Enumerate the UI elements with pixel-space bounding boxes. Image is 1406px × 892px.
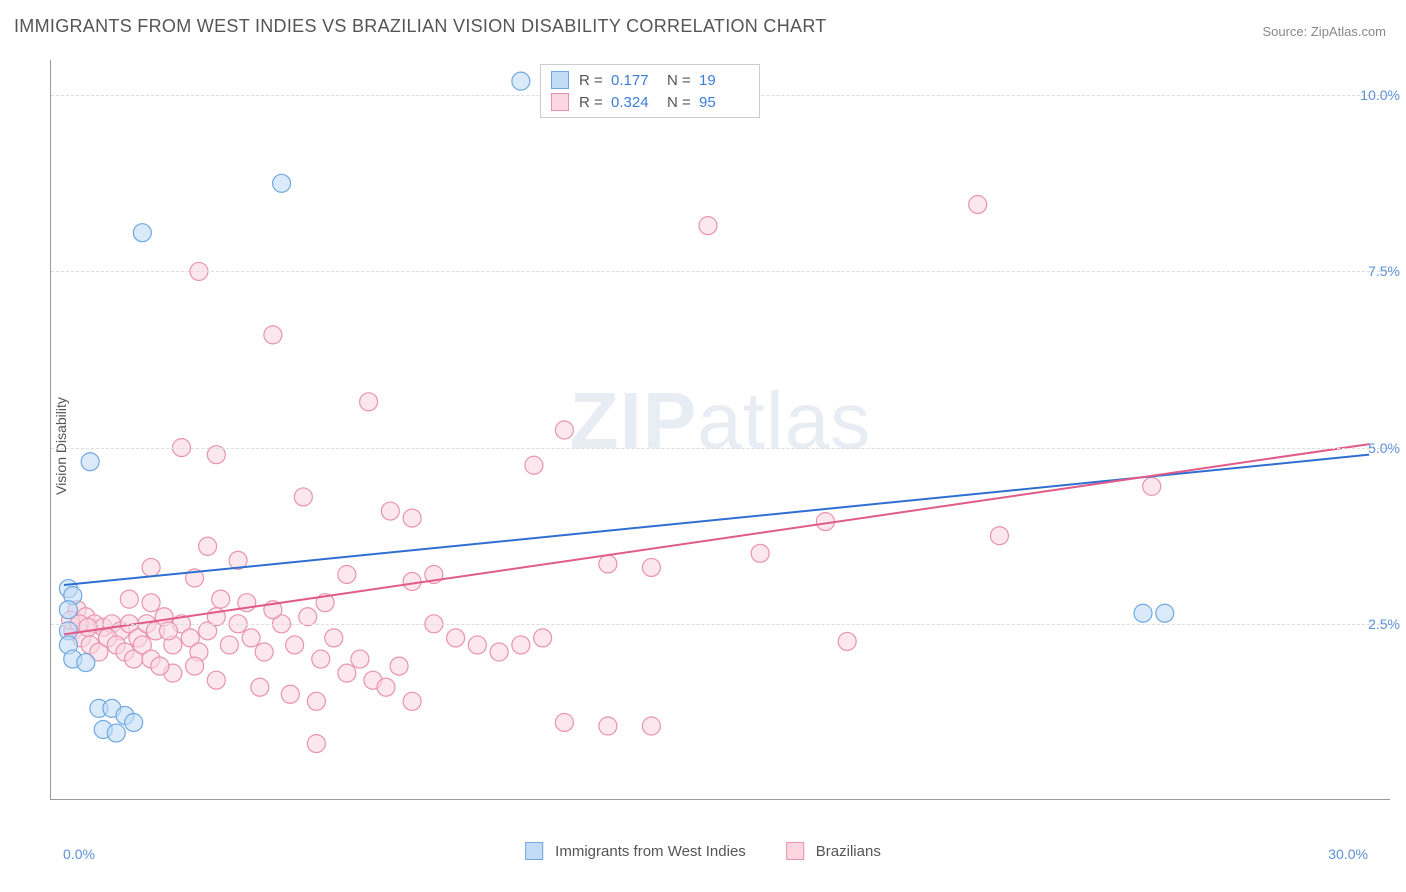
scatter-point-brazilians xyxy=(1143,477,1161,495)
scatter-point-brazilians xyxy=(969,195,987,213)
scatter-point-brazilians xyxy=(599,717,617,735)
scatter-point-brazilians xyxy=(555,421,573,439)
scatter-point-brazilians xyxy=(381,502,399,520)
scatter-point-brazilians xyxy=(251,678,269,696)
scatter-point-brazilians xyxy=(281,685,299,703)
scatter-point-brazilians xyxy=(390,657,408,675)
scatter-point-west_indies xyxy=(125,713,143,731)
scatter-point-brazilians xyxy=(990,527,1008,545)
scatter-point-brazilians xyxy=(642,558,660,576)
scatter-point-west_indies xyxy=(107,724,125,742)
scatter-point-brazilians xyxy=(447,629,465,647)
scatter-point-brazilians xyxy=(403,509,421,527)
chart-title: IMMIGRANTS FROM WEST INDIES VS BRAZILIAN… xyxy=(14,16,827,37)
scatter-point-brazilians xyxy=(325,629,343,647)
scatter-point-west_indies xyxy=(1156,604,1174,622)
source-label: Source: ZipAtlas.com xyxy=(1262,24,1386,39)
swatch-icon xyxy=(525,842,543,860)
legend-row-brazilians: R = 0.324 N = 95 xyxy=(551,91,749,113)
scatter-point-brazilians xyxy=(403,692,421,710)
scatter-point-brazilians xyxy=(751,544,769,562)
scatter-point-brazilians xyxy=(255,643,273,661)
swatch-west-indies xyxy=(551,71,569,89)
scatter-point-west_indies xyxy=(273,174,291,192)
scatter-svg xyxy=(51,60,1391,800)
scatter-point-brazilians xyxy=(151,657,169,675)
scatter-point-west_indies xyxy=(1134,604,1152,622)
scatter-point-brazilians xyxy=(264,326,282,344)
scatter-point-brazilians xyxy=(525,456,543,474)
scatter-point-brazilians xyxy=(242,629,260,647)
scatter-point-brazilians xyxy=(307,735,325,753)
legend-item-brazilians: Brazilians xyxy=(786,842,881,860)
scatter-point-brazilians xyxy=(286,636,304,654)
scatter-point-brazilians xyxy=(199,537,217,555)
scatter-point-brazilians xyxy=(838,632,856,650)
chart-plot-area: ZIPatlas xyxy=(50,60,1390,800)
scatter-point-west_indies xyxy=(77,654,95,672)
scatter-point-west_indies xyxy=(59,601,77,619)
legend-item-west-indies: Immigrants from West Indies xyxy=(525,842,746,860)
swatch-brazilians xyxy=(551,93,569,111)
scatter-point-brazilians xyxy=(220,636,238,654)
y-tick-label: 10.0% xyxy=(1360,87,1400,103)
scatter-point-brazilians xyxy=(642,717,660,735)
scatter-point-west_indies xyxy=(81,453,99,471)
scatter-point-brazilians xyxy=(490,643,508,661)
scatter-point-brazilians xyxy=(377,678,395,696)
scatter-point-brazilians xyxy=(534,629,552,647)
scatter-point-brazilians xyxy=(555,713,573,731)
scatter-point-brazilians xyxy=(142,558,160,576)
scatter-point-brazilians xyxy=(338,664,356,682)
regression-line-brazilians xyxy=(64,444,1369,634)
legend-row-west-indies: R = 0.177 N = 19 xyxy=(551,69,749,91)
x-tick-label: 0.0% xyxy=(63,846,95,862)
swatch-icon xyxy=(786,842,804,860)
scatter-point-brazilians xyxy=(294,488,312,506)
scatter-point-brazilians xyxy=(79,618,97,636)
scatter-point-brazilians xyxy=(207,671,225,689)
scatter-point-brazilians xyxy=(212,590,230,608)
scatter-point-brazilians xyxy=(307,692,325,710)
scatter-point-brazilians xyxy=(360,393,378,411)
correlation-legend: R = 0.177 N = 19 R = 0.324 N = 95 xyxy=(540,64,760,118)
scatter-point-brazilians xyxy=(599,555,617,573)
scatter-point-brazilians xyxy=(512,636,530,654)
scatter-point-brazilians xyxy=(403,573,421,591)
scatter-point-brazilians xyxy=(351,650,369,668)
scatter-point-brazilians xyxy=(699,217,717,235)
scatter-point-brazilians xyxy=(120,590,138,608)
y-tick-label: 2.5% xyxy=(1368,616,1400,632)
y-tick-label: 7.5% xyxy=(1368,263,1400,279)
scatter-point-west_indies xyxy=(133,224,151,242)
scatter-point-west_indies xyxy=(512,72,530,90)
x-tick-label: 30.0% xyxy=(1328,846,1368,862)
regression-line-west_indies xyxy=(64,455,1369,585)
scatter-point-brazilians xyxy=(186,657,204,675)
y-tick-label: 5.0% xyxy=(1368,440,1400,456)
scatter-point-brazilians xyxy=(338,565,356,583)
scatter-point-brazilians xyxy=(142,594,160,612)
scatter-point-brazilians xyxy=(468,636,486,654)
scatter-point-brazilians xyxy=(312,650,330,668)
series-legend: Immigrants from West Indies Brazilians xyxy=(525,842,881,860)
